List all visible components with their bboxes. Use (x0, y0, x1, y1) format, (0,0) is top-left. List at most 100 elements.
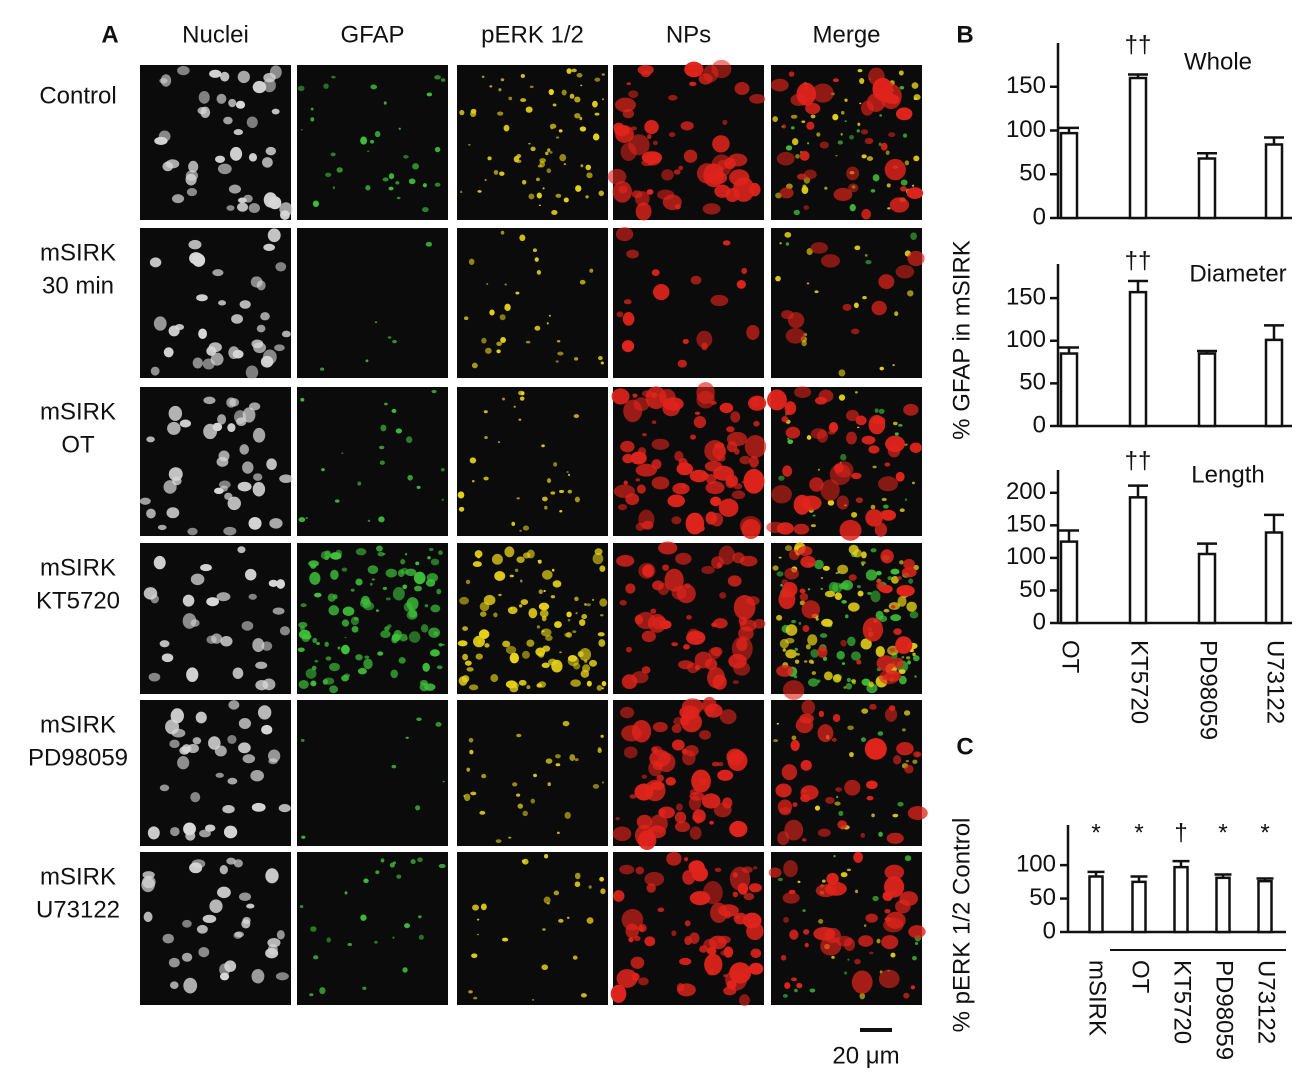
cell-signal (860, 551, 867, 559)
cell-signal (380, 630, 391, 639)
cell-signal (914, 941, 919, 945)
cell-signal (784, 567, 799, 580)
cell-signal (300, 129, 303, 131)
cell-signal (542, 928, 546, 931)
cell-signal (396, 874, 402, 879)
cell-signal (525, 106, 533, 113)
cell-signal (553, 890, 560, 896)
cell-signal (678, 660, 694, 670)
cell-signal (430, 649, 440, 657)
cell-signal (637, 447, 647, 456)
cell-signal (238, 742, 251, 754)
cell-signal (367, 519, 371, 522)
cell-signal (853, 851, 863, 863)
cell-signal (676, 462, 693, 476)
cell-signal (325, 656, 332, 661)
cell-signal (355, 654, 363, 661)
cell-signal (678, 165, 684, 171)
cell-signal (791, 126, 795, 130)
cell-signal (783, 916, 789, 923)
micrograph (771, 699, 928, 846)
cell-signal (545, 151, 549, 156)
cell-signal (846, 166, 860, 181)
cell-signal (706, 947, 717, 956)
cell-signal (233, 931, 243, 939)
cell-signal (367, 150, 370, 152)
cell-signal (854, 391, 858, 394)
cell-signal (400, 558, 406, 565)
bar (1088, 875, 1104, 934)
micrograph (770, 65, 924, 220)
cell-signal (402, 967, 408, 973)
cell-signal (731, 490, 746, 500)
cell-signal (748, 182, 761, 197)
cell-signal (835, 572, 839, 575)
micrograph (766, 386, 922, 541)
cell-signal (820, 936, 842, 956)
cell-signal (652, 721, 668, 733)
cell-signal (684, 745, 699, 757)
cell-signal (470, 791, 477, 796)
cell-signal (885, 911, 906, 929)
cell-signal (298, 621, 308, 628)
cell-signal (729, 962, 752, 984)
cell-signal (832, 113, 839, 121)
cell-signal (836, 795, 839, 799)
cell-signal (331, 75, 336, 79)
cell-signal (698, 777, 707, 786)
cell-signal (867, 591, 872, 595)
bar (1264, 531, 1284, 625)
cell-signal (642, 564, 654, 578)
cell-signal (696, 163, 718, 184)
cell-signal (434, 75, 441, 80)
cell-signal (748, 883, 762, 893)
cell-signal (611, 388, 630, 405)
cell-signal (376, 545, 383, 552)
cell-signal (844, 120, 847, 123)
cell-signal (838, 394, 846, 401)
cell-signal (785, 649, 797, 659)
cell-signal (196, 294, 208, 302)
cell-signal (861, 708, 869, 714)
cell-signal (588, 885, 592, 889)
cell-signal (141, 877, 155, 893)
cell-signal (629, 794, 637, 799)
cell-signal (525, 340, 531, 344)
cell-signal (748, 962, 764, 975)
cell-signal (182, 919, 192, 928)
cell-signal (647, 133, 652, 140)
cell-signal (688, 66, 700, 77)
cell-signal (216, 886, 231, 899)
cell-signal (778, 556, 782, 559)
cell-signal (893, 628, 902, 636)
cell-signal (885, 150, 890, 156)
micrograph-bg (457, 700, 608, 846)
cell-signal (433, 631, 438, 636)
cell-signal (746, 324, 760, 340)
cell-signal (600, 888, 606, 895)
cell-signal (906, 601, 917, 612)
cell-signal (807, 634, 818, 646)
cell-signal (518, 679, 527, 686)
cell-signal (891, 575, 899, 584)
micrograph (297, 65, 448, 220)
cell-signal (779, 187, 794, 199)
cell-signal (574, 96, 581, 103)
cell-signal (775, 275, 781, 282)
x-tick-label: mSIRK (1084, 960, 1111, 1036)
cell-signal (186, 187, 198, 197)
cell-signal (330, 569, 339, 580)
cell-signal (490, 674, 499, 683)
error-bar (1128, 279, 1148, 293)
cell-signal (878, 831, 883, 837)
cell-signal (904, 498, 908, 502)
cell-signal (190, 573, 205, 586)
cell-signal (312, 637, 318, 643)
cell-signal (908, 925, 926, 939)
cell-signal (854, 958, 861, 965)
cell-signal (601, 681, 607, 687)
cell-signal (233, 859, 243, 868)
cell-signal (362, 986, 367, 991)
cell-signal (907, 806, 928, 821)
cell-signal (326, 937, 331, 943)
